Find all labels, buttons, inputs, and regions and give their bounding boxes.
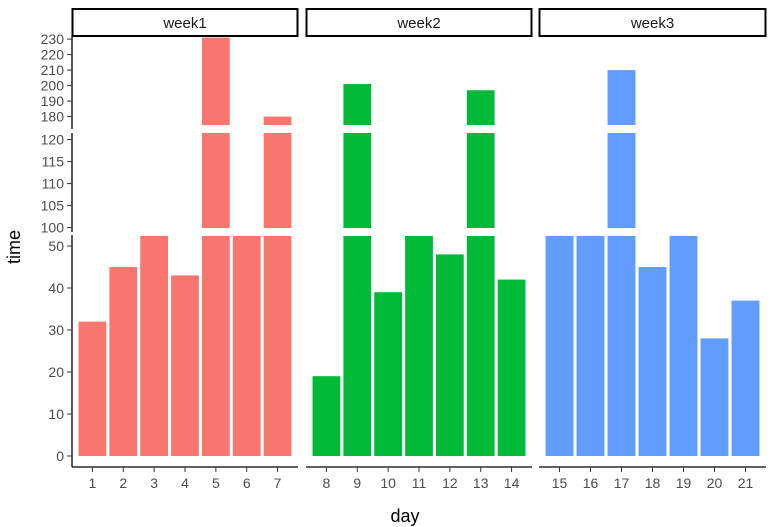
facet-panel-week3: week3 15 16 17 18 19 20 21 bbox=[538, 8, 767, 491]
bar-day-8 bbox=[312, 376, 341, 456]
x-tick-label: 17 bbox=[614, 475, 630, 491]
x-tick-label: 21 bbox=[738, 475, 754, 491]
bar-day-2 bbox=[109, 267, 138, 456]
facet-panel-week1: week1 1 2 3 4 5 6 7 bbox=[71, 8, 299, 491]
facet-panel-week2: week2 8 9 10 11 12 13 14 bbox=[305, 8, 533, 491]
bar-day-9 bbox=[343, 236, 372, 456]
x-tick-label: 14 bbox=[504, 475, 520, 491]
x-tick-label: 4 bbox=[181, 475, 189, 491]
bar-day-11 bbox=[405, 236, 433, 456]
x-tick-label: 13 bbox=[473, 475, 489, 491]
y-tick-label: 100 bbox=[41, 220, 65, 236]
y-tick-label: 190 bbox=[41, 93, 65, 109]
y-axis: 0 10 20 30 40 50 100 105 110 115 120 18019020021022… bbox=[41, 31, 73, 467]
bar-day-1 bbox=[78, 321, 107, 456]
bar-day-5 bbox=[201, 236, 230, 456]
bar-day-5 bbox=[201, 37, 230, 125]
facet-strip bbox=[305, 8, 533, 37]
bar-day-13 bbox=[466, 236, 495, 456]
y-tick-label: 20 bbox=[48, 364, 64, 380]
y-tick-label: 210 bbox=[41, 62, 65, 78]
y-tick-label: 220 bbox=[41, 47, 65, 63]
bar-day-7 bbox=[263, 116, 292, 125]
x-tick-label: 3 bbox=[150, 475, 158, 491]
bar-day-16 bbox=[576, 236, 605, 456]
x-tick-label: 11 bbox=[412, 475, 427, 491]
bar-day-9 bbox=[343, 84, 372, 125]
facet-strip bbox=[71, 8, 299, 37]
x-tick-label: 7 bbox=[274, 475, 282, 491]
x-axis-title: day bbox=[390, 506, 419, 526]
bar-day-18 bbox=[638, 267, 667, 456]
bar-day-17 bbox=[607, 133, 636, 228]
y-tick-label: 120 bbox=[41, 132, 65, 148]
x-tick-label: 18 bbox=[645, 475, 661, 491]
y-tick-label: 105 bbox=[41, 198, 65, 214]
bar-day-4 bbox=[171, 275, 199, 456]
y-tick-label: 40 bbox=[48, 280, 64, 296]
bar-day-3 bbox=[140, 236, 169, 456]
facet-strip-label: week3 bbox=[630, 15, 674, 32]
bar-day-20 bbox=[700, 338, 729, 456]
bar-day-13 bbox=[466, 90, 495, 125]
x-tick-label: 6 bbox=[243, 475, 251, 491]
y-tick-label: 230 bbox=[41, 31, 65, 47]
y-tick-label: 180 bbox=[41, 109, 65, 125]
facet-strip-label: week2 bbox=[396, 15, 440, 32]
bar-day-5 bbox=[201, 133, 230, 228]
x-tick-label: 2 bbox=[119, 475, 127, 491]
bar-day-19 bbox=[669, 236, 698, 456]
bar-day-15 bbox=[545, 236, 574, 456]
y-tick-label: 110 bbox=[42, 176, 65, 192]
x-tick-label: 10 bbox=[380, 475, 396, 491]
bar-day-6 bbox=[232, 236, 261, 456]
bar-day-17 bbox=[607, 70, 636, 125]
bar-day-17 bbox=[607, 236, 636, 456]
bar-day-7 bbox=[263, 236, 292, 456]
x-tick-label: 5 bbox=[212, 475, 220, 491]
facet-strip bbox=[538, 8, 767, 37]
bar-day-14 bbox=[497, 279, 526, 456]
x-tick-label: 8 bbox=[323, 475, 331, 491]
bar-day-12 bbox=[435, 254, 464, 456]
bar-day-13 bbox=[466, 133, 495, 228]
x-tick-label: 12 bbox=[442, 475, 458, 491]
y-tick-label: 50 bbox=[48, 238, 64, 254]
y-tick-label: 10 bbox=[48, 406, 64, 422]
bar-day-21 bbox=[731, 300, 760, 456]
y-axis-title: time bbox=[4, 230, 24, 264]
x-tick-label: 19 bbox=[676, 475, 692, 491]
x-tick-label: 15 bbox=[552, 475, 568, 491]
y-tick-label: 0 bbox=[56, 448, 64, 464]
bar-day-7 bbox=[263, 133, 292, 228]
y-tick-label: 30 bbox=[48, 322, 64, 338]
y-tick-label: 200 bbox=[41, 78, 65, 94]
x-tick-label: 20 bbox=[707, 475, 723, 491]
x-tick-label: 1 bbox=[89, 475, 97, 491]
x-tick-label: 9 bbox=[353, 475, 361, 491]
bar-day-9 bbox=[343, 133, 372, 228]
bar-day-10 bbox=[374, 292, 403, 456]
y-tick-label: 115 bbox=[42, 154, 65, 170]
x-tick-label: 16 bbox=[583, 475, 599, 491]
facet-strip-label: week1 bbox=[162, 15, 206, 32]
